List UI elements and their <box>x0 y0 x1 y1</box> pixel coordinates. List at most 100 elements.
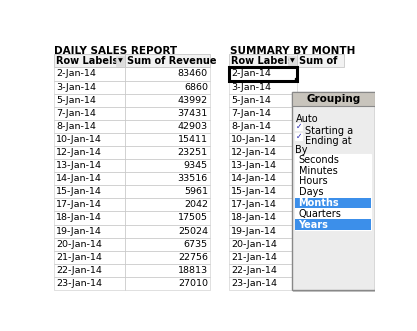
Text: Auto: Auto <box>296 114 318 124</box>
Bar <box>54 107 125 120</box>
Text: 20-Jan-14: 20-Jan-14 <box>231 240 277 249</box>
Bar <box>229 264 297 277</box>
Text: Minutes: Minutes <box>299 166 337 176</box>
Bar <box>125 133 210 146</box>
Bar <box>54 172 125 185</box>
Text: 22756: 22756 <box>178 253 208 262</box>
Bar <box>54 212 125 224</box>
Bar <box>125 54 210 68</box>
Text: 25024: 25024 <box>178 226 208 236</box>
Text: 27010: 27010 <box>178 279 208 288</box>
Bar <box>54 120 125 133</box>
Bar <box>229 146 297 159</box>
Text: 23251: 23251 <box>178 148 208 157</box>
Bar <box>54 94 125 107</box>
Bar <box>125 251 210 264</box>
Bar <box>54 68 125 80</box>
Bar <box>54 198 125 212</box>
Bar <box>125 68 210 80</box>
Bar <box>125 172 210 185</box>
Text: Years: Years <box>299 219 329 229</box>
Bar <box>125 94 210 107</box>
Bar <box>54 277 125 290</box>
Text: 14-Jan-14: 14-Jan-14 <box>56 174 102 183</box>
Bar <box>125 80 210 94</box>
Bar <box>54 80 125 94</box>
Bar <box>291 92 375 290</box>
Text: 23-Jan-14: 23-Jan-14 <box>56 279 102 288</box>
Bar <box>54 251 125 264</box>
Bar <box>125 172 210 185</box>
Bar <box>125 54 210 68</box>
Bar <box>229 133 297 146</box>
Bar <box>229 159 297 172</box>
Bar <box>295 78 297 80</box>
Text: 23-Jan-14: 23-Jan-14 <box>231 279 277 288</box>
Bar <box>291 92 375 290</box>
Text: SUMMARY BY MONTH: SUMMARY BY MONTH <box>230 46 355 56</box>
Text: 15-Jan-14: 15-Jan-14 <box>231 187 277 196</box>
Text: 12-Jan-14: 12-Jan-14 <box>231 148 277 157</box>
Bar <box>116 56 124 66</box>
Bar <box>125 238 210 251</box>
Bar <box>54 198 125 212</box>
Text: Grouping: Grouping <box>306 94 361 104</box>
Text: 10-Jan-14: 10-Jan-14 <box>56 135 102 144</box>
Text: 3-Jan-14: 3-Jan-14 <box>231 82 271 92</box>
Text: 17-Jan-14: 17-Jan-14 <box>231 200 277 210</box>
Text: 22-Jan-14: 22-Jan-14 <box>56 266 102 275</box>
Bar <box>229 238 297 251</box>
Bar <box>229 251 297 264</box>
Bar <box>125 212 210 224</box>
Text: Row Labels: Row Labels <box>231 56 294 66</box>
Bar <box>229 277 297 290</box>
Bar <box>125 133 210 146</box>
Bar <box>54 212 125 224</box>
Text: 6735: 6735 <box>184 240 208 249</box>
Bar <box>288 56 296 66</box>
Bar <box>125 146 210 159</box>
Bar <box>125 212 210 224</box>
Bar <box>125 120 210 133</box>
Bar <box>125 80 210 94</box>
Bar <box>291 92 375 106</box>
Text: Sum of Revenue: Sum of Revenue <box>127 56 217 66</box>
Text: Hours: Hours <box>299 176 327 186</box>
Bar <box>296 123 302 130</box>
Text: 22-Jan-14: 22-Jan-14 <box>231 266 277 275</box>
Bar <box>229 68 297 80</box>
Text: 2042: 2042 <box>184 200 208 210</box>
Text: 18-Jan-14: 18-Jan-14 <box>231 213 277 222</box>
Text: 8-Jan-14: 8-Jan-14 <box>231 122 271 131</box>
Text: 6860: 6860 <box>184 82 208 92</box>
Bar <box>54 133 125 146</box>
Bar <box>54 264 125 277</box>
Text: 19-Jan-14: 19-Jan-14 <box>231 226 277 236</box>
Text: 8-Jan-14: 8-Jan-14 <box>56 122 96 131</box>
Bar <box>297 54 344 68</box>
Text: Ending at: Ending at <box>305 136 352 146</box>
Text: 42903: 42903 <box>178 122 208 131</box>
Bar <box>125 277 210 290</box>
Bar <box>229 80 297 94</box>
Bar <box>54 251 125 264</box>
Text: By: By <box>296 145 308 155</box>
Text: 43992: 43992 <box>178 96 208 105</box>
Bar <box>229 224 297 238</box>
Bar <box>229 54 297 68</box>
Text: Row Labels: Row Labels <box>56 56 118 66</box>
Bar <box>54 159 125 172</box>
Text: 21-Jan-14: 21-Jan-14 <box>231 253 277 262</box>
Bar <box>229 264 297 277</box>
Text: 13-Jan-14: 13-Jan-14 <box>231 161 277 170</box>
Bar <box>229 107 297 120</box>
Text: DAILY SALES REPORT: DAILY SALES REPORT <box>55 46 178 56</box>
Text: 14-Jan-14: 14-Jan-14 <box>231 174 277 183</box>
Bar <box>54 94 125 107</box>
Bar <box>296 133 302 140</box>
Bar <box>229 212 297 224</box>
Bar <box>297 54 344 68</box>
Bar <box>54 185 125 198</box>
Bar <box>54 68 125 80</box>
Bar <box>54 224 125 238</box>
